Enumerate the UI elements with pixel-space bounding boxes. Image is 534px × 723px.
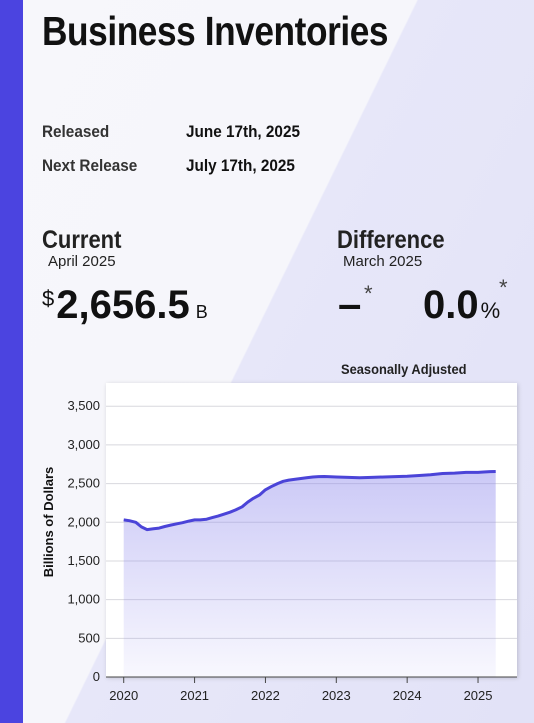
x-tick-label: 2022 [251,688,280,703]
difference-period: March 2025 [343,253,423,270]
y-tick-label: 1,000 [67,592,100,607]
y-axis-ticks: 0 500 1,000 1,500 2,000 2,500 3,000 3,500 [67,398,100,684]
released-label: Released [42,122,110,141]
y-tick-label: 2,500 [67,476,100,491]
x-tick-label: 2021 [180,688,209,703]
inventory-chart: 2020 2021 2022 2023 2024 2025 0 500 1,000 1,500 2… [41,383,517,703]
difference-heading: Difference [337,226,445,254]
current-value-display: $2,656.5 B [42,283,208,328]
x-tick-label: 2020 [109,688,138,703]
x-axis-ticks: 2020 2021 2022 2023 2024 2025 [109,677,492,703]
next-release-label: Next Release [42,156,138,175]
currency-symbol: $ [42,286,55,311]
series-area [123,471,496,677]
current-value: 2,656.5 [56,283,190,327]
series-line [123,470,496,532]
current-period: April 2025 [48,253,116,270]
y-tick-label: 0 [93,669,100,684]
difference-absolute-value: – [338,280,362,327]
percent-sign: % [480,298,501,323]
x-tick-label: 2024 [393,688,422,703]
y-tick-label: 500 [78,630,100,645]
x-tick-label: 2023 [322,688,351,703]
difference-percent-display: 0.0% [423,283,500,328]
chart-title: Seasonally Adjusted [341,361,467,377]
y-axis-label: Billions of Dollars [41,467,56,578]
y-tick-label: 1,500 [67,553,100,568]
difference-absolute-note: * [364,281,373,306]
y-tick-label: 2,000 [67,514,100,529]
page-title: Business Inventories [42,8,389,54]
difference-percent-note: * [499,275,508,300]
next-release-date: July 17th, 2025 [186,156,295,175]
difference-percent-value: 0.0 [423,283,479,327]
y-tick-label: 3,000 [67,437,100,452]
x-tick-label: 2025 [464,688,493,703]
current-unit: B [195,302,208,322]
y-tick-label: 3,500 [67,398,100,413]
current-heading: Current [42,226,122,254]
accent-sidebar [0,0,23,723]
released-date: June 17th, 2025 [186,122,300,141]
